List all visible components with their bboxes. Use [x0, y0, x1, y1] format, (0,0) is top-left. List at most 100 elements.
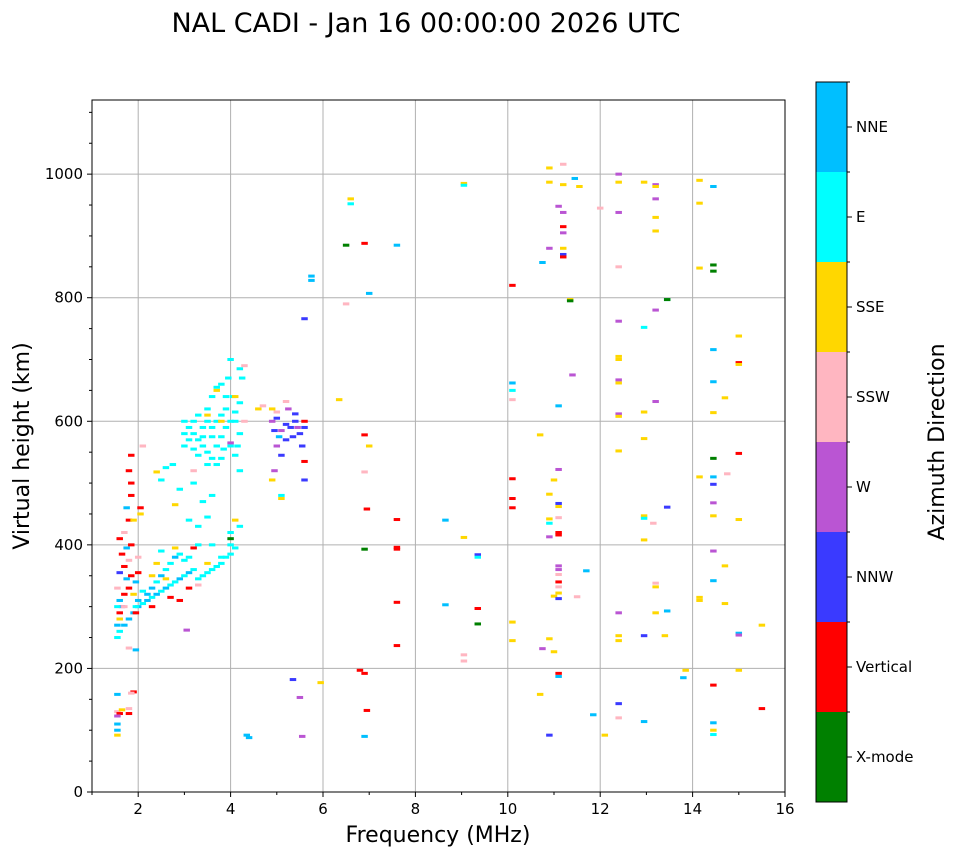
data-point-nnw — [116, 571, 123, 575]
data-point-vertical — [363, 708, 371, 712]
data-point-ssw — [125, 707, 133, 711]
data-point-sse — [317, 681, 324, 685]
data-point-sse — [640, 410, 648, 414]
data-point-nne — [308, 278, 315, 282]
data-point-w — [555, 204, 562, 208]
data-point-nnw — [273, 416, 281, 420]
data-point-vertical — [128, 481, 135, 485]
data-point-ssw — [128, 691, 135, 695]
data-point-vertical — [555, 533, 562, 537]
y-axis-label: Virtual height (km) — [10, 342, 35, 549]
data-point-vertical — [190, 546, 197, 550]
data-point-vertical — [509, 506, 516, 510]
data-point-nnw — [710, 482, 717, 486]
data-point-vertical — [148, 605, 156, 609]
data-point-ssw — [361, 470, 368, 474]
data-point-nne — [680, 676, 687, 680]
data-point-nnw — [287, 425, 294, 429]
data-point-nne — [735, 631, 743, 635]
data-point-ssw — [460, 659, 468, 663]
data-point-x-mode — [474, 622, 482, 626]
data-point-ssw — [555, 573, 562, 577]
data-point-e — [218, 456, 225, 460]
colorbar-label: Azimuth Direction — [925, 343, 950, 540]
data-point-e — [236, 469, 244, 473]
data-point-vertical — [393, 547, 401, 551]
data-point-e — [213, 463, 220, 467]
data-point-sse — [460, 535, 468, 539]
data-point-e — [222, 395, 230, 399]
data-point-w — [652, 197, 659, 201]
data-point-nne — [123, 546, 130, 550]
data-point-e — [208, 493, 216, 497]
data-point-e — [181, 558, 188, 562]
data-point-e — [238, 376, 246, 380]
data-point-nne — [132, 580, 140, 584]
data-point-ssw — [555, 516, 562, 520]
data-point-e — [132, 605, 140, 609]
data-point-sse — [576, 185, 583, 188]
data-point-w — [652, 400, 659, 404]
data-point-e — [199, 574, 207, 578]
colorbar-frame — [815, 81, 848, 803]
data-point-e — [218, 382, 225, 386]
data-point-e — [195, 524, 202, 528]
data-point-vertical — [121, 564, 128, 568]
data-point-sse — [560, 183, 567, 187]
colorbar-swatch-ssw — [816, 352, 847, 442]
data-point-vertical — [735, 361, 743, 365]
data-point-w — [555, 564, 562, 568]
data-point-e — [195, 543, 202, 547]
data-point-nne — [590, 713, 597, 717]
data-point-w — [735, 633, 743, 637]
data-point-e — [199, 444, 207, 448]
data-point-sse — [710, 728, 717, 732]
y-tick-label: 600 — [54, 412, 83, 430]
data-point-sse — [509, 620, 516, 624]
data-point-vertical — [116, 537, 123, 541]
data-point-nnw — [301, 478, 308, 482]
data-point-vertical — [167, 595, 174, 599]
data-point-sse — [601, 733, 609, 737]
data-point-e — [227, 552, 234, 556]
colorbar-swatch-nne — [816, 82, 847, 172]
data-point-sse — [735, 668, 743, 672]
data-point-e — [199, 500, 207, 504]
data-point-ssw — [114, 586, 121, 590]
colorbar-swatch-w — [816, 442, 847, 532]
data-point-vertical — [509, 283, 516, 287]
data-point-vertical — [555, 531, 562, 534]
data-point-ssw — [282, 400, 290, 404]
data-point-nne — [275, 435, 283, 439]
data-point-e — [148, 595, 156, 599]
data-point-nne — [583, 569, 590, 573]
data-point-sse — [148, 574, 156, 578]
data-point-e — [460, 183, 468, 187]
data-point-nne — [121, 623, 128, 627]
data-point-nnw — [301, 317, 308, 321]
data-point-sse — [231, 395, 239, 399]
data-point-w — [546, 246, 553, 250]
data-point-sse — [696, 475, 703, 479]
data-point-e — [139, 589, 147, 593]
data-point-nnw — [292, 412, 299, 416]
data-point-nnw — [282, 438, 290, 442]
x-axis-ticks: 2 4 6 8 10 12 14 16 — [91, 792, 795, 818]
data-point-e — [227, 543, 234, 547]
data-point-e — [204, 515, 211, 519]
data-point-ssw — [509, 398, 516, 402]
data-point-nne — [158, 574, 165, 578]
colorbar-swatch-sse — [816, 262, 847, 352]
data-point-vertical — [509, 477, 516, 481]
data-point-e — [185, 555, 193, 559]
data-point-e — [213, 419, 220, 423]
data-point-ssw — [195, 583, 202, 587]
data-point-sse — [652, 215, 659, 219]
x-tick-label: 16 — [775, 800, 794, 818]
x-tick-label: 6 — [318, 800, 328, 818]
x-tick-label: 8 — [411, 800, 421, 818]
data-point-nne — [148, 586, 156, 590]
data-point-nne — [393, 243, 401, 247]
colorbar-label-vertical: Vertical — [856, 658, 912, 676]
data-point-sse — [696, 266, 703, 270]
